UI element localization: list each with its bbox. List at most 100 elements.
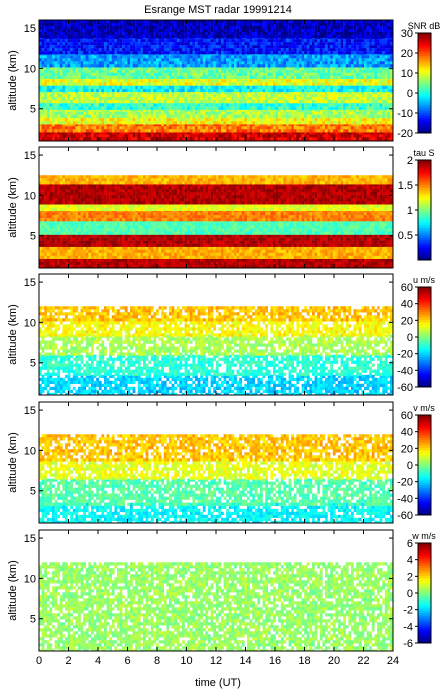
heatmap-cell — [135, 66, 138, 70]
heatmap-cell — [374, 79, 378, 83]
heatmap-cell — [145, 58, 149, 62]
heatmap-cell — [83, 129, 86, 133]
heatmap-cell — [54, 121, 58, 125]
heatmap-cell — [83, 96, 86, 101]
heatmap-cell — [247, 90, 250, 95]
heatmap-cell — [260, 93, 263, 98]
heatmap-cell — [210, 61, 214, 65]
heatmap-cell — [223, 106, 227, 110]
heatmap-cell — [309, 99, 313, 104]
heatmap-cell — [150, 131, 154, 135]
heatmap-cell — [187, 106, 190, 110]
heatmap-cell — [338, 131, 341, 135]
heatmap-cell — [371, 121, 375, 125]
heatmap-cell — [57, 79, 60, 83]
heatmap-cell — [158, 103, 162, 107]
heatmap-cell — [382, 129, 385, 133]
heatmap-cell — [182, 131, 185, 135]
heatmap-cell — [114, 39, 118, 43]
heatmap-cell — [278, 79, 281, 83]
heatmap-cell — [122, 129, 125, 133]
heatmap-cell — [301, 108, 305, 112]
heatmap-cell — [46, 66, 50, 70]
heatmap-cell — [158, 61, 162, 65]
heatmap-cell — [273, 111, 276, 115]
heatmap-cell — [70, 108, 73, 112]
heatmap-cell — [309, 58, 313, 62]
heatmap-cell — [197, 118, 201, 122]
heatmap-cell — [286, 129, 289, 133]
heatmap-cell — [158, 134, 162, 138]
heatmap-cell — [161, 58, 164, 62]
heatmap-cell — [49, 134, 53, 138]
heatmap-cell — [65, 103, 68, 107]
heatmap-cell — [119, 118, 123, 122]
heatmap-cell — [153, 103, 157, 107]
heatmap-cell — [143, 88, 146, 93]
heatmap-cell — [280, 55, 284, 59]
heatmap-cell — [343, 79, 346, 83]
heatmap-cell — [109, 72, 112, 76]
heatmap-cell — [293, 58, 297, 62]
heatmap-cell — [377, 88, 380, 93]
heatmap-cell — [366, 79, 370, 83]
heatmap-cell — [291, 103, 294, 107]
heatmap-cell — [236, 137, 240, 141]
heatmap-cell — [88, 108, 92, 112]
heatmap-cell — [267, 123, 271, 127]
heatmap-cell — [387, 123, 391, 127]
heatmap-cell — [200, 99, 203, 104]
heatmap-cell — [262, 79, 266, 83]
heatmap-cell — [72, 75, 76, 79]
heatmap-cell — [257, 129, 261, 133]
heatmap-cell — [67, 114, 71, 118]
heatmap-cell — [111, 121, 115, 125]
heatmap-cell — [231, 111, 235, 115]
heatmap-cell — [124, 90, 128, 95]
heatmap-cell — [299, 64, 302, 68]
heatmap-cell — [379, 99, 383, 104]
heatmap-cell — [111, 131, 115, 135]
heatmap-cell — [218, 79, 222, 83]
heatmap-cell — [156, 126, 159, 130]
heatmap-cell — [135, 99, 138, 104]
heatmap-cell — [114, 61, 118, 65]
heatmap-cell — [70, 118, 73, 122]
heatmap-cell — [104, 121, 107, 125]
heatmap-cell — [163, 55, 167, 59]
heatmap-cell — [202, 131, 206, 135]
heatmap-cell — [278, 126, 281, 130]
heatmap-cell — [171, 103, 175, 107]
heatmap-cell — [226, 129, 229, 133]
heatmap-cell — [117, 123, 120, 127]
heatmap-cell — [345, 88, 349, 93]
heatmap-cell — [197, 96, 201, 101]
heatmap-cell — [273, 79, 276, 83]
heatmap-cell — [67, 79, 71, 83]
heatmap-cell — [221, 58, 224, 62]
heatmap-cell — [174, 85, 177, 90]
heatmap-cell — [132, 69, 136, 73]
heatmap-cell — [358, 72, 362, 76]
heatmap-cell — [244, 131, 248, 135]
heatmap-cell — [283, 106, 287, 110]
heatmap-cell — [390, 131, 393, 135]
heatmap-cell — [384, 75, 388, 79]
heatmap-cell — [377, 126, 380, 130]
heatmap-cell — [293, 134, 297, 138]
heatmap-cell — [296, 82, 300, 86]
heatmap-cell — [390, 111, 393, 115]
heatmap-cell — [390, 126, 393, 130]
heatmap-cell — [293, 103, 297, 107]
heatmap-cell — [65, 118, 68, 122]
heatmap-cell — [189, 39, 193, 43]
heatmap-cell — [171, 55, 175, 59]
heatmap-cell — [49, 64, 53, 68]
heatmap-cell — [304, 79, 307, 83]
heatmap-cell — [39, 131, 42, 135]
heatmap-cell — [382, 131, 385, 135]
heatmap-cell — [41, 111, 45, 115]
heatmap-cell — [343, 108, 346, 112]
heatmap-cell — [228, 90, 232, 95]
heatmap-cell — [361, 129, 365, 133]
